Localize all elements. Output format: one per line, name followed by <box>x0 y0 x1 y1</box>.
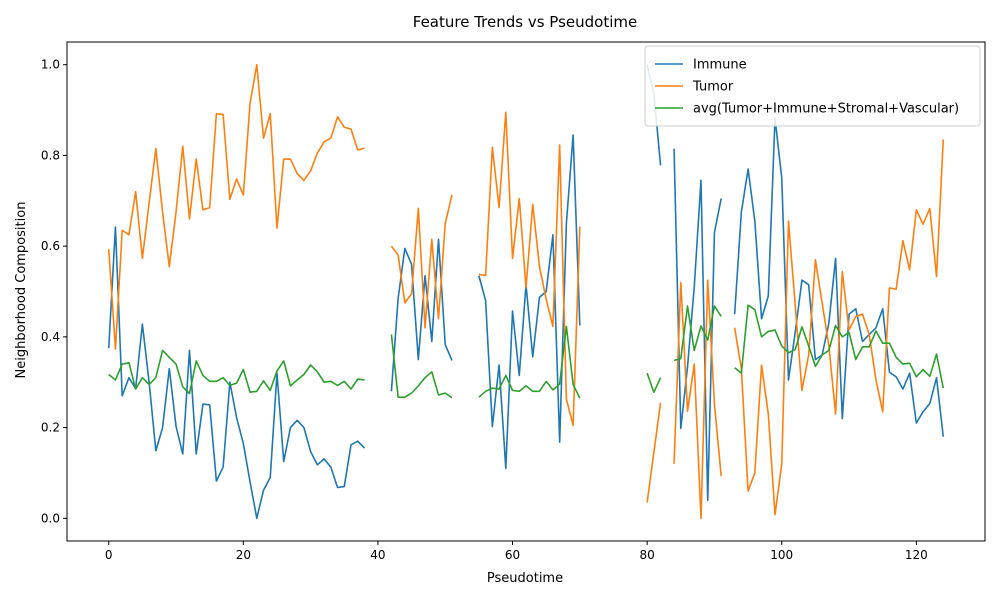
legend-label: Immune <box>693 58 747 73</box>
y-axis-ticks: 0.0 0.2 0.4 0.6 0.8 1.0 <box>41 58 67 525</box>
series-2 <box>107 63 945 520</box>
legend-box <box>644 45 981 127</box>
x-tick-label: 120 <box>905 548 928 562</box>
y-tick-label: 0.8 <box>41 148 60 162</box>
legend-label: avg(Tumor+Immune+Stromal+Vascular) <box>693 102 959 117</box>
series-line <box>107 63 945 520</box>
legend: Immune Tumor avg(Tumor+Immune+Stromal+Vasc… <box>644 45 981 127</box>
y-tick-label: 0.0 <box>41 511 60 525</box>
y-tick-label: 0.6 <box>41 239 60 253</box>
plot-area-frame <box>66 41 986 542</box>
x-tick-label: 100 <box>770 548 793 562</box>
x-axis-ticks: 0 20 40 60 80 100 120 <box>105 541 928 562</box>
y-tick-label: 0.4 <box>41 330 60 344</box>
x-tick-label: 60 <box>505 548 520 562</box>
series-line <box>108 304 945 399</box>
y-tick-label: 1.0 <box>41 58 60 72</box>
legend-label: Tumor <box>692 80 734 95</box>
series-layer <box>107 63 945 520</box>
chart-title: Feature Trends vs Pseudotime <box>413 13 637 31</box>
x-tick-label: 40 <box>370 548 385 562</box>
series-3 <box>108 304 945 399</box>
y-tick-label: 0.2 <box>41 421 60 435</box>
x-tick-label: 0 <box>105 548 113 562</box>
y-axis-label: Neighborhood Composition <box>14 202 29 379</box>
x-axis-label: Pseudotime <box>487 571 563 586</box>
x-tick-label: 80 <box>640 548 655 562</box>
x-tick-label: 20 <box>236 548 251 562</box>
